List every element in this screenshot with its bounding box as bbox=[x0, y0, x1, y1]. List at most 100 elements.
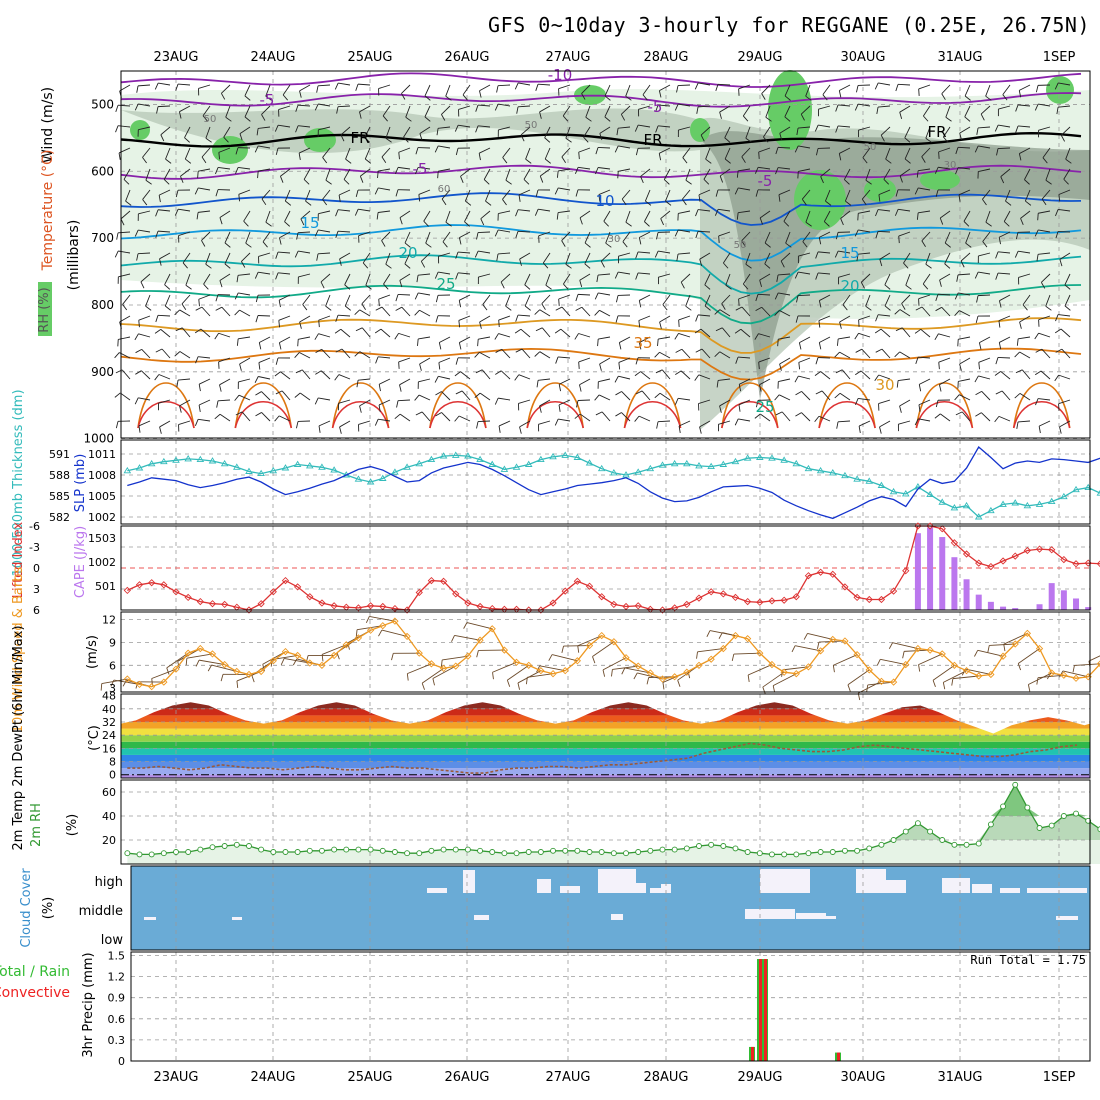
upper-wind-barb bbox=[719, 105, 731, 113]
upper-wind-barb bbox=[138, 210, 151, 215]
rh-2m-point bbox=[635, 849, 642, 855]
contour-label: 50 bbox=[204, 114, 217, 125]
wind-speed-point bbox=[731, 631, 740, 640]
upper-wind-barb bbox=[838, 125, 851, 128]
upper-wind-barb-flag bbox=[644, 221, 650, 227]
upper-wind-barb bbox=[739, 378, 751, 385]
high-cloud-block bbox=[560, 886, 580, 893]
wind-10m-barb-flag bbox=[706, 630, 711, 638]
upper-wind-barb bbox=[518, 374, 531, 380]
lifted-index-point bbox=[439, 577, 448, 585]
upper-wind-barb bbox=[1018, 336, 1031, 340]
upper-wind-barb bbox=[399, 413, 411, 422]
lifted-index-axis-label: Lifted Index bbox=[11, 521, 26, 598]
lifted-index-point bbox=[841, 583, 849, 591]
upper-wind-barb bbox=[202, 105, 211, 117]
rh-2m-point bbox=[647, 847, 654, 854]
upper-wind-barb bbox=[142, 147, 151, 158]
upper-wind-barb bbox=[161, 348, 171, 359]
thickness-point bbox=[573, 453, 582, 460]
lifted-index-tick-label: -6 bbox=[29, 520, 40, 533]
upper-wind-barb-flag bbox=[376, 212, 379, 220]
upper-wind-barb bbox=[498, 126, 511, 131]
thickness-line bbox=[127, 454, 1100, 518]
upper-wind-barb bbox=[578, 333, 591, 338]
upper-wind-barb bbox=[641, 390, 651, 401]
upper-wind-barb bbox=[563, 273, 571, 285]
upper-wind-barb-flag bbox=[416, 275, 419, 283]
upper-wind-barb-flag bbox=[995, 390, 1003, 395]
upper-wind-barb bbox=[745, 126, 751, 139]
upper-wind-barb bbox=[923, 105, 931, 117]
upper-wind-barb bbox=[1001, 390, 1011, 401]
upper-wind-barb-flag bbox=[665, 200, 672, 206]
wind-10m-barb-flag bbox=[463, 622, 468, 629]
upper-wind-barb bbox=[838, 250, 851, 254]
upper-wind-barb-flag bbox=[458, 342, 462, 350]
upper-wind-barb bbox=[118, 125, 131, 128]
upper-wind-barb bbox=[477, 231, 491, 234]
upper-wind-barb-flag bbox=[1002, 94, 1008, 101]
upper-wind-barb bbox=[839, 147, 851, 154]
upper-wind-barb bbox=[1041, 348, 1051, 359]
upper-wind-barb-flag bbox=[718, 235, 720, 243]
upper-wind-barb-flag bbox=[959, 363, 962, 371]
upper-wind-barb-flag bbox=[938, 362, 940, 370]
upper-wind-barb-flag bbox=[958, 194, 961, 202]
date-label-top: 31AUG bbox=[937, 50, 982, 65]
precip-units: 3hr Precip (mm) bbox=[81, 952, 96, 1057]
upper-wind-barb-flag bbox=[675, 348, 683, 353]
upper-wind-barb-flag bbox=[515, 231, 519, 239]
upper-wind-barb-flag bbox=[420, 261, 426, 268]
upper-wind-barb-flag bbox=[678, 319, 680, 327]
upper-wind-barb-flag bbox=[195, 306, 203, 311]
upper-wind-barb-flag bbox=[880, 134, 885, 142]
upper-wind-barb bbox=[659, 392, 671, 401]
upper-wind-barb bbox=[957, 273, 971, 276]
temperature-contour bbox=[120, 72, 1082, 88]
upper-wind-barb bbox=[738, 399, 751, 406]
upper-wind-barb-flag bbox=[945, 116, 952, 122]
upper-wind-barb bbox=[378, 187, 391, 191]
upper-wind-barb bbox=[163, 168, 171, 180]
upper-wind-barb-flag bbox=[916, 170, 919, 178]
lifted-index-point bbox=[415, 588, 423, 597]
upper-wind-barb bbox=[325, 168, 331, 181]
upper-wind-barb-flag bbox=[314, 229, 319, 237]
upper-wind-barb bbox=[198, 187, 211, 191]
lifted-index-line bbox=[127, 525, 1100, 611]
wind-10m-barb-flag bbox=[951, 678, 954, 686]
upper-wind-barb-flag bbox=[735, 356, 739, 364]
thickness-point bbox=[743, 454, 752, 461]
upper-wind-barb-flag bbox=[800, 113, 805, 121]
upper-wind-barb-flag bbox=[1064, 305, 1071, 311]
upper-wind-barb bbox=[1018, 273, 1031, 278]
date-label-bottom: 27AUG bbox=[545, 1070, 590, 1085]
upper-wind-barb bbox=[842, 294, 851, 305]
wind-10m-barb bbox=[977, 649, 1004, 657]
upper-wind-barb-flag bbox=[282, 94, 289, 101]
upper-wind-barb-flag bbox=[164, 305, 172, 311]
upper-wind-barb bbox=[179, 105, 191, 113]
upper-wind-barb bbox=[325, 294, 331, 307]
upper-wind-barb-flag bbox=[975, 315, 979, 323]
lifted-index-point bbox=[366, 602, 375, 610]
upper-wind-barb-flag bbox=[382, 115, 388, 122]
thickness-point bbox=[816, 466, 825, 474]
upper-wind-barb-flag bbox=[460, 176, 464, 183]
upper-tick-label: 600 bbox=[91, 164, 114, 178]
upper-wind-barb-flag bbox=[454, 371, 461, 377]
upper-wind-barb bbox=[959, 357, 971, 365]
upper-wind-barb bbox=[241, 411, 251, 422]
upper-wind-barb-flag bbox=[916, 212, 919, 220]
upper-wind-barb bbox=[577, 399, 591, 401]
upper-wind-barb-flag bbox=[175, 83, 179, 91]
lifted-index-point bbox=[525, 606, 533, 614]
upper-wind-barb-flag bbox=[142, 157, 147, 164]
wind-speed-point bbox=[318, 661, 326, 669]
upper-wind-barb-flag bbox=[275, 357, 279, 365]
upper-wind-barb-flag bbox=[721, 303, 726, 310]
upper-wind-barb bbox=[120, 210, 131, 220]
upper-wind-barb-flag bbox=[134, 103, 139, 111]
wind-10m-barb-flag bbox=[687, 671, 691, 679]
